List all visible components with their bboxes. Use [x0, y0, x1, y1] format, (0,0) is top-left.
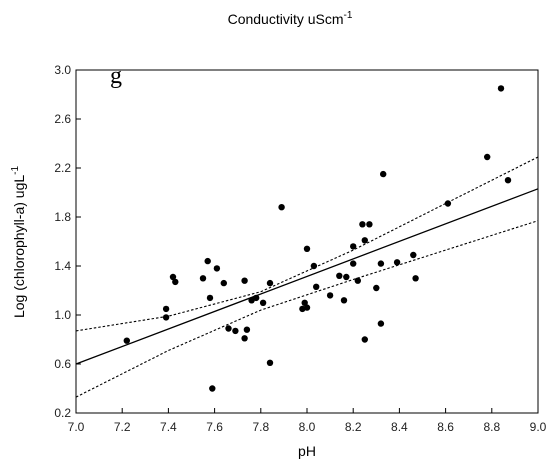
plot-area	[75, 69, 539, 414]
data-point	[243, 326, 251, 333]
y-tick-label: 2.6	[54, 112, 71, 126]
x-axis-label: pH	[298, 443, 316, 459]
x-tick-label: 8.4	[391, 420, 408, 434]
data-point	[310, 262, 318, 270]
data-point	[377, 320, 385, 327]
data-point	[213, 265, 221, 272]
chart-title: Conductivity uScm-1	[228, 10, 353, 27]
data-point	[410, 251, 417, 259]
data-point	[172, 278, 179, 286]
data-point	[361, 336, 368, 343]
y-tick-label: 3.0	[54, 63, 71, 77]
data-point	[340, 297, 348, 304]
x-tick-label: 9.0	[530, 420, 547, 434]
data-point	[326, 292, 334, 299]
data-point	[206, 294, 214, 302]
x-tick-label: 7.2	[114, 420, 131, 434]
data-point	[199, 275, 207, 282]
x-tick-label: 7.0	[68, 420, 85, 434]
data-point	[220, 279, 227, 287]
data-point	[350, 260, 357, 267]
data-point	[301, 299, 308, 306]
panel-label: g	[110, 63, 122, 89]
x-tick-label: 8.0	[299, 420, 316, 434]
data-point	[204, 257, 211, 265]
x-tick-label: 7.6	[206, 420, 223, 434]
data-point	[303, 304, 311, 311]
x-axis-ticks: 7.0 7.2 7.4 7.6 7.8 8.0 8.2 8.4 8.6 8.8 9.0	[68, 408, 547, 434]
regression-line	[75, 188, 539, 365]
y-tick-label: 0.2	[54, 406, 71, 420]
data-point	[232, 327, 239, 335]
y-tick-label: 1.0	[54, 308, 71, 322]
data-point	[393, 259, 401, 266]
data-point	[444, 200, 452, 207]
data-point	[484, 153, 491, 161]
data-point	[266, 279, 274, 287]
data-point	[241, 277, 248, 284]
data-point	[241, 335, 248, 342]
data-point	[366, 221, 373, 228]
data-point	[259, 299, 267, 306]
data-point	[162, 305, 170, 313]
data-point	[266, 359, 274, 366]
data-point	[373, 284, 380, 292]
data-point	[209, 385, 216, 392]
data-point	[343, 273, 350, 281]
y-axis-ticks: 0.2 0.6 1.0 1.4 1.8 2.2 2.6 3.0	[54, 63, 81, 420]
data-point	[336, 272, 343, 279]
data-point	[377, 260, 385, 267]
data-point	[169, 273, 177, 281]
data-point	[303, 245, 311, 252]
data-point	[350, 243, 357, 250]
x-tick-label: 8.6	[437, 420, 454, 434]
data-point	[313, 283, 320, 290]
y-tick-label: 1.8	[54, 210, 71, 224]
x-tick-label: 8.2	[345, 420, 362, 434]
data-point	[278, 204, 285, 211]
data-point	[497, 85, 505, 92]
data-point	[359, 221, 366, 228]
y-axis-label: Log (chlorophyll-a) ugL-1	[10, 166, 27, 319]
x-tick-label: 7.8	[252, 420, 269, 434]
confidence-band-upper	[75, 156, 539, 332]
y-tick-label: 1.4	[54, 259, 71, 273]
data-point	[354, 277, 361, 284]
data-point	[412, 275, 419, 282]
y-tick-label: 2.2	[54, 161, 71, 175]
x-tick-label: 8.8	[483, 420, 500, 434]
confidence-band-lower	[75, 220, 539, 398]
data-point	[361, 237, 368, 244]
data-point	[380, 170, 387, 178]
data-point	[123, 337, 130, 344]
data-point	[162, 314, 170, 321]
data-point	[253, 294, 260, 302]
data-point	[504, 177, 512, 184]
x-tick-label: 7.4	[160, 420, 177, 434]
y-tick-label: 0.6	[54, 357, 71, 371]
data-point	[225, 325, 232, 332]
